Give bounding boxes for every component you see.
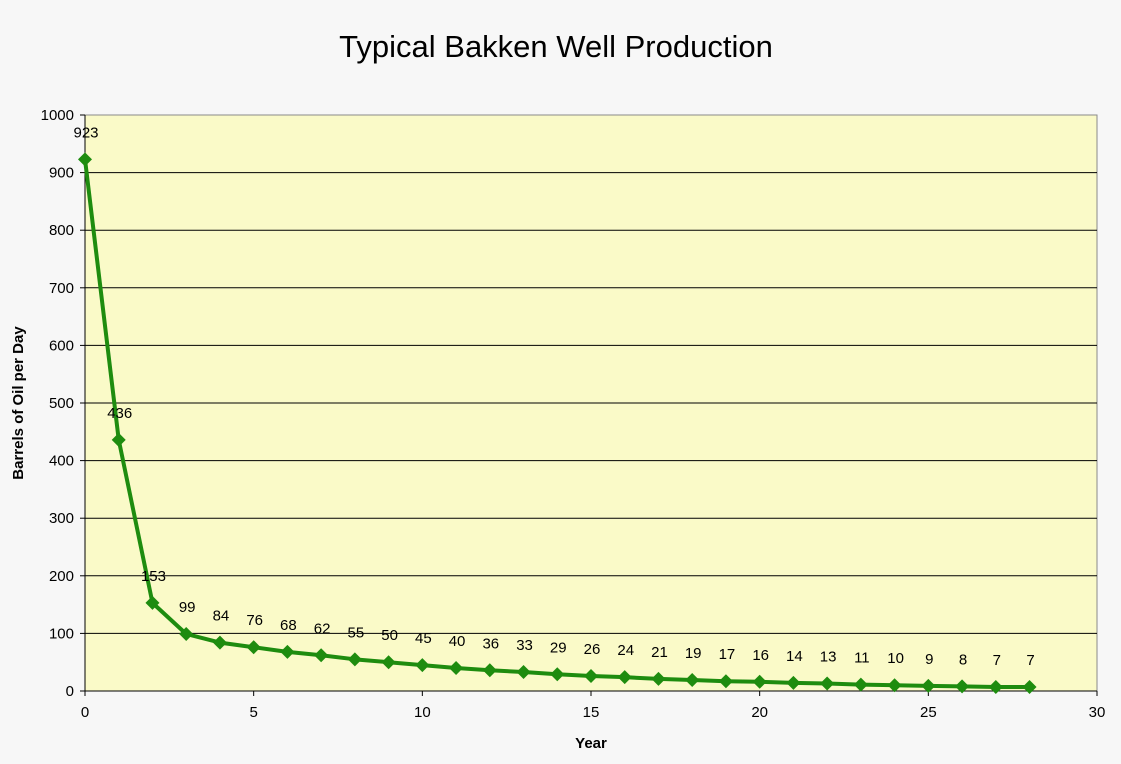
data-label-25: 9 bbox=[925, 651, 933, 668]
series-layer bbox=[78, 152, 1037, 694]
y-tick-label-0: 0 bbox=[66, 683, 74, 700]
y-tick-labels: 0 100 200 300 400 500 600 700 800 900 1000 bbox=[41, 107, 74, 700]
data-point-25 bbox=[921, 678, 936, 693]
data-point-3 bbox=[179, 626, 194, 641]
data-label-10: 45 bbox=[415, 630, 432, 647]
data-label-23: 11 bbox=[854, 650, 870, 667]
data-point-1 bbox=[111, 432, 126, 447]
y-tick-label-900: 900 bbox=[49, 165, 74, 182]
data-label-14: 29 bbox=[550, 639, 567, 656]
y-tick-label-600: 600 bbox=[49, 337, 74, 354]
y-axis-title: Barrels of Oil per Day bbox=[10, 326, 27, 480]
data-point-22 bbox=[820, 676, 835, 691]
data-point-26 bbox=[955, 679, 970, 694]
data-label-15: 26 bbox=[584, 641, 601, 658]
x-tick-labels: 0 5 10 15 20 25 30 bbox=[81, 704, 1106, 721]
data-label-26: 8 bbox=[959, 651, 967, 668]
x-tick-label-5: 5 bbox=[249, 704, 257, 721]
data-point-27 bbox=[988, 679, 1003, 694]
data-point-12 bbox=[482, 663, 497, 678]
data-label-16: 24 bbox=[617, 642, 634, 659]
data-label-28: 7 bbox=[1026, 652, 1034, 669]
data-label-13: 33 bbox=[516, 637, 533, 654]
data-point-0 bbox=[78, 152, 92, 167]
data-label-9: 50 bbox=[381, 627, 398, 644]
data-label-18: 19 bbox=[685, 645, 702, 662]
chart-title: Typical Bakken Well Production bbox=[339, 29, 773, 64]
data-label-3: 99 bbox=[179, 599, 196, 616]
data-label-20: 16 bbox=[752, 647, 769, 664]
y-tick-label-400: 400 bbox=[49, 453, 74, 470]
data-label-24: 10 bbox=[887, 650, 904, 667]
data-point-4 bbox=[212, 635, 227, 650]
data-label-21: 14 bbox=[786, 648, 803, 665]
data-point-7 bbox=[314, 648, 329, 663]
data-point-13 bbox=[516, 664, 531, 679]
x-tick-label-30: 30 bbox=[1089, 704, 1106, 721]
data-point-16 bbox=[617, 670, 632, 685]
data-point-18 bbox=[685, 673, 700, 688]
x-tick-label-15: 15 bbox=[583, 704, 600, 721]
data-point-19 bbox=[718, 674, 733, 689]
data-point-15 bbox=[584, 669, 598, 684]
x-axis-title: Year bbox=[575, 735, 607, 752]
data-point-28 bbox=[1022, 679, 1037, 694]
data-point-11 bbox=[449, 660, 464, 675]
data-label-6: 68 bbox=[280, 617, 297, 634]
y-tick-label-200: 200 bbox=[49, 568, 74, 585]
x-tick-label-0: 0 bbox=[81, 704, 89, 721]
y-tick-label-1000: 1000 bbox=[41, 107, 74, 124]
data-labels: 923 436 153 99 84 76 68 62 55 50 45 40 36 33 29 26 24 21 1… bbox=[73, 124, 1034, 669]
data-label-22: 13 bbox=[820, 649, 837, 666]
x-tick-label-25: 25 bbox=[920, 704, 937, 721]
gridlines bbox=[85, 172, 1097, 634]
data-point-2 bbox=[145, 595, 160, 610]
data-point-20 bbox=[752, 674, 767, 689]
y-tick-label-300: 300 bbox=[49, 510, 74, 527]
data-point-14 bbox=[550, 667, 565, 682]
data-label-11: 40 bbox=[449, 633, 466, 650]
data-point-21 bbox=[786, 675, 801, 690]
data-label-19: 17 bbox=[719, 646, 736, 663]
data-label-2: 153 bbox=[141, 568, 166, 585]
data-label-5: 76 bbox=[246, 612, 263, 629]
y-tick-label-100: 100 bbox=[49, 625, 74, 642]
y-tick-label-500: 500 bbox=[49, 395, 74, 412]
x-tick-label-10: 10 bbox=[414, 704, 431, 721]
data-label-17: 21 bbox=[651, 644, 668, 661]
data-point-23 bbox=[853, 677, 868, 692]
data-point-5 bbox=[246, 640, 261, 655]
data-label-4: 84 bbox=[213, 608, 230, 625]
data-label-8: 55 bbox=[348, 624, 365, 641]
data-label-7: 62 bbox=[314, 620, 331, 637]
data-point-10 bbox=[415, 658, 430, 673]
data-label-12: 36 bbox=[482, 635, 499, 652]
data-label-27: 7 bbox=[993, 652, 1001, 669]
data-point-9 bbox=[381, 655, 396, 670]
data-label-0: 923 bbox=[73, 124, 98, 141]
y-tick-label-700: 700 bbox=[49, 280, 74, 297]
data-point-17 bbox=[651, 671, 666, 686]
data-point-6 bbox=[280, 644, 295, 659]
data-label-1: 436 bbox=[107, 405, 132, 422]
y-tick-label-800: 800 bbox=[49, 222, 74, 239]
data-point-24 bbox=[887, 678, 902, 693]
data-point-8 bbox=[347, 652, 362, 667]
x-tick-label-20: 20 bbox=[751, 704, 768, 721]
